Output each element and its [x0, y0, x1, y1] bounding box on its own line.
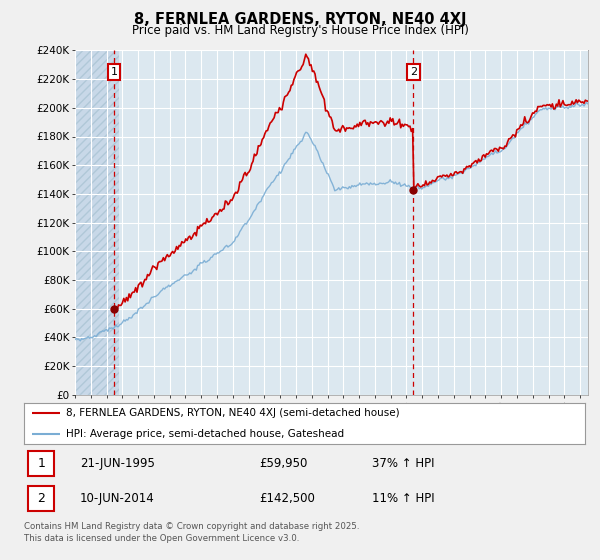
- Text: 1: 1: [37, 457, 45, 470]
- Text: Price paid vs. HM Land Registry's House Price Index (HPI): Price paid vs. HM Land Registry's House …: [131, 24, 469, 37]
- Text: 11% ↑ HPI: 11% ↑ HPI: [372, 492, 434, 505]
- Text: 21-JUN-1995: 21-JUN-1995: [80, 457, 155, 470]
- Text: 37% ↑ HPI: 37% ↑ HPI: [372, 457, 434, 470]
- Text: HPI: Average price, semi-detached house, Gateshead: HPI: Average price, semi-detached house,…: [66, 429, 344, 439]
- Text: 1: 1: [110, 67, 118, 77]
- Text: £142,500: £142,500: [260, 492, 316, 505]
- Text: 2: 2: [410, 67, 417, 77]
- Text: Contains HM Land Registry data © Crown copyright and database right 2025.
This d: Contains HM Land Registry data © Crown c…: [24, 522, 359, 543]
- FancyBboxPatch shape: [28, 451, 54, 475]
- Text: 8, FERNLEA GARDENS, RYTON, NE40 4XJ (semi-detached house): 8, FERNLEA GARDENS, RYTON, NE40 4XJ (sem…: [66, 408, 400, 418]
- Bar: [75, 50, 119, 395]
- FancyBboxPatch shape: [28, 486, 54, 511]
- Text: 10-JUN-2014: 10-JUN-2014: [80, 492, 155, 505]
- Text: 8, FERNLEA GARDENS, RYTON, NE40 4XJ: 8, FERNLEA GARDENS, RYTON, NE40 4XJ: [134, 12, 466, 27]
- Text: 2: 2: [37, 492, 45, 505]
- Text: £59,950: £59,950: [260, 457, 308, 470]
